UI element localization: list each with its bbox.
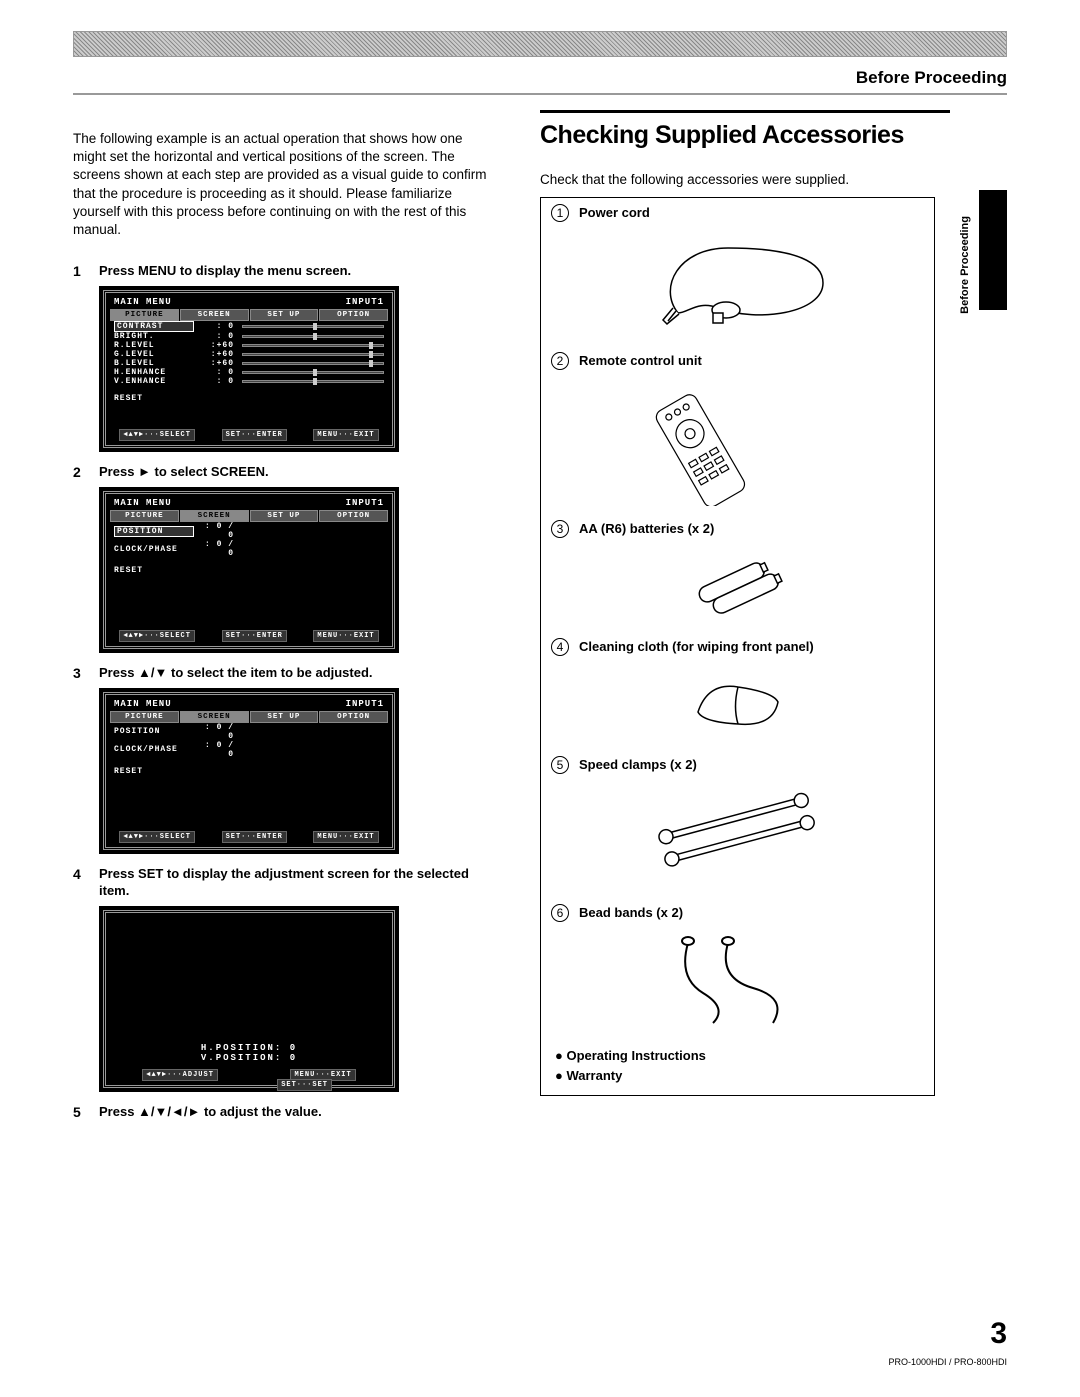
bands-icon: [541, 924, 934, 1036]
tab-screen: SCREEN: [180, 309, 249, 321]
step-num: 4: [73, 866, 99, 900]
row-henh: H.ENHANCE: [114, 368, 194, 377]
step-text: Press MENU to display the menu screen.: [99, 263, 488, 280]
acc-num-5: 5: [551, 756, 569, 774]
osd-screen-1: MAIN MENU INPUT1 PICTURE SCREEN SET UP OP…: [99, 286, 399, 452]
side-tab: [979, 190, 1007, 310]
page-number: 3: [990, 1317, 1007, 1351]
step-5: 5 Press ▲/▼/◄/► to adjust the value.: [73, 1104, 488, 1121]
right-column: Checking Supplied Accessories Check that…: [540, 110, 950, 1096]
acc-label-1: Power cord: [579, 204, 650, 220]
osd-screen-2: MAIN MENUINPUT1 PICTURE SCREEN SET UP OP…: [99, 487, 399, 653]
step-1: 1 Press MENU to display the menu screen.: [73, 263, 488, 280]
row-bright: BRIGHT.: [114, 332, 194, 341]
osd-title: MAIN MENU: [114, 297, 172, 307]
doc-instructions: ● Operating Instructions: [555, 1046, 920, 1066]
step-4: 4 Press SET to display the adjustment sc…: [73, 866, 488, 900]
osd-tabs: PICTURE SCREEN SET UP OPTION: [110, 309, 388, 321]
tab-setup: SET UP: [250, 309, 319, 321]
row-venh: V.ENHANCE: [114, 377, 194, 386]
step-2: 2 Press ► to select SCREEN.: [73, 464, 488, 481]
section-rule: [540, 110, 950, 113]
accessories-frame: 1 Power cord 2 Remote control unit: [540, 197, 935, 1096]
acc-label-2: Remote control unit: [579, 352, 702, 368]
power-cord-icon: [541, 224, 934, 346]
step-num: 2: [73, 464, 99, 481]
vpos: V.POSITION: 0: [106, 1053, 392, 1063]
osd-reset: RESET: [114, 394, 194, 403]
doc-warranty: ● Warranty: [555, 1066, 920, 1086]
step-text: Press ► to select SCREEN.: [99, 464, 488, 481]
acc-num-2: 2: [551, 352, 569, 370]
acc-label-6: Bead bands (x 2): [579, 904, 683, 920]
cloth-icon: [541, 658, 934, 750]
acc-num-3: 3: [551, 520, 569, 538]
acc-num-4: 4: [551, 638, 569, 656]
step-num: 1: [73, 263, 99, 280]
row-contrast: CONTRAST: [114, 321, 194, 332]
acc-label-4: Cleaning cloth (for wiping front panel): [579, 638, 814, 654]
acc-docs: ● Operating Instructions ● Warranty: [541, 1036, 934, 1095]
step-num: 3: [73, 665, 99, 682]
row-clock: CLOCK/PHASE: [114, 545, 194, 554]
step-text: Press SET to display the adjustment scre…: [99, 866, 488, 900]
intro-text: The following example is an actual opera…: [73, 130, 488, 239]
hpos: H.POSITION: 0: [106, 1043, 392, 1053]
step-3: 3 Press ▲/▼ to select the item to be adj…: [73, 665, 488, 682]
footer-model: PRO-1000HDI / PRO-800HDI: [888, 1357, 1007, 1367]
header-rule: [73, 93, 1007, 95]
check-text: Check that the following accessories wer…: [540, 172, 950, 187]
osd-screen-3: MAIN MENUINPUT1 PICTURE SCREEN SET UP OP…: [99, 688, 399, 854]
osd-input: INPUT1: [346, 297, 384, 307]
section-header: Before Proceeding: [856, 68, 1007, 88]
clamps-icon: [541, 776, 934, 898]
remote-icon: [541, 372, 934, 514]
acc-num-6: 6: [551, 904, 569, 922]
accessories-title: Checking Supplied Accessories: [540, 121, 950, 150]
batteries-icon: [541, 540, 934, 632]
left-column: The following example is an actual opera…: [73, 130, 488, 1127]
acc-label-5: Speed clamps (x 2): [579, 756, 697, 772]
row-blevel: B.LEVEL: [114, 359, 194, 368]
row-rlevel: R.LEVEL: [114, 341, 194, 350]
step-text: Press ▲/▼/◄/► to adjust the value.: [99, 1104, 488, 1121]
acc-num-1: 1: [551, 204, 569, 222]
row-glevel: G.LEVEL: [114, 350, 194, 359]
step-num: 5: [73, 1104, 99, 1121]
side-label: Before Proceeding: [959, 216, 971, 314]
row-position: POSITION: [114, 526, 194, 537]
tab-picture: PICTURE: [110, 309, 179, 321]
tab-option: OPTION: [319, 309, 388, 321]
header-pattern: [73, 31, 1007, 57]
osd-screen-4: H.POSITION: 0 V.POSITION: 0 ◄▲▼►···ADJUS…: [99, 906, 399, 1092]
acc-label-3: AA (R6) batteries (x 2): [579, 520, 714, 536]
step-text: Press ▲/▼ to select the item to be adjus…: [99, 665, 488, 682]
